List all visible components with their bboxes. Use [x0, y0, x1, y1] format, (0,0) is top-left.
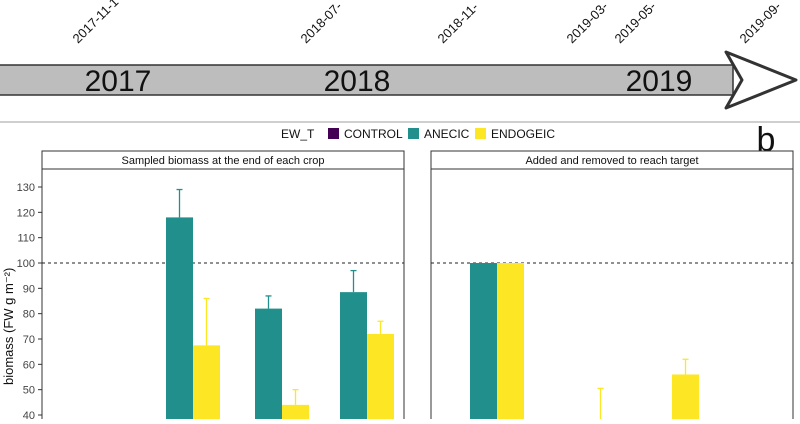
y-tick-label: 100	[17, 258, 35, 270]
timeline-year-label: 2019	[626, 65, 693, 98]
panel-title: Sampled biomass at the end of each crop	[121, 155, 324, 167]
timeline-bar	[0, 64, 734, 96]
y-axis-title: biomass (FW g m⁻²)	[1, 268, 16, 385]
bar-anecic	[166, 217, 193, 423]
bar-endogeic	[497, 263, 524, 423]
bar-endogeic	[282, 404, 309, 423]
y-tick-label: 90	[23, 283, 35, 295]
timeline-year-label: 2018	[324, 65, 391, 98]
y-tick-label: 130	[17, 182, 35, 194]
legend-swatch	[408, 128, 419, 139]
legend-title: EW_T	[281, 127, 315, 141]
bar-endogeic	[367, 333, 394, 423]
y-tick-label: 80	[23, 309, 35, 321]
panel-2: Added and removed to reach target	[430, 150, 794, 423]
y-tick-label: 40	[23, 410, 35, 419]
timeline: 2017-11-1 2018-07- 2018-11- 2019-03- 2019-05…	[0, 0, 800, 122]
bar-endogeic	[672, 374, 699, 423]
separator	[0, 121, 800, 123]
bar-anecic	[340, 292, 367, 423]
legend-label: ANECIC	[424, 127, 470, 141]
panel-frame	[430, 168, 794, 423]
timeline-year-label: 2017	[85, 65, 152, 98]
chart-svg: b EW_T CONTROL ANECIC ENDOGEIC biomass (FW g …	[1, 121, 794, 423]
legend-entry-control: CONTROL	[328, 127, 403, 141]
timeline-arrowhead	[724, 50, 798, 110]
y-tick-label: 70	[23, 334, 35, 346]
bar-endogeic	[193, 345, 220, 423]
timeline-date-label: 2018-11-	[435, 0, 482, 46]
legend-swatch	[475, 128, 486, 139]
timeline-date-label: 2019-05-	[612, 0, 659, 46]
y-tick-label: 110	[17, 233, 35, 245]
y-tick-label: 60	[23, 359, 35, 371]
legend-label: ENDOGEIC	[491, 127, 555, 141]
panel-letter: b	[757, 123, 776, 159]
panel-1: Sampled biomass at the end of each crop	[41, 150, 405, 423]
panel-frame	[41, 168, 405, 423]
timeline-date-label: 2019-03-	[564, 0, 611, 46]
timeline-date-label: 2017-11-1	[70, 0, 122, 46]
bar-anecic	[255, 308, 282, 423]
y-tick-label: 50	[23, 385, 35, 397]
y-tick-label: 120	[17, 207, 35, 219]
legend-label: CONTROL	[344, 127, 403, 141]
timeline-svg: 2017-11-1 2018-07- 2018-11- 2019-03- 2019-05…	[0, 0, 798, 110]
legend-entry-endogeic: ENDOGEIC	[475, 127, 555, 141]
bar-anecic	[470, 263, 497, 423]
panel-title: Added and removed to reach target	[525, 155, 698, 167]
legend-entry-anecic: ANECIC	[408, 127, 470, 141]
timeline-date-label: 2018-07-	[298, 0, 345, 46]
timeline-date-label: 2019-09-	[737, 0, 784, 46]
chart-area: b EW_T CONTROL ANECIC ENDOGEIC biomass (FW g …	[0, 121, 800, 423]
legend-swatch	[328, 128, 339, 139]
